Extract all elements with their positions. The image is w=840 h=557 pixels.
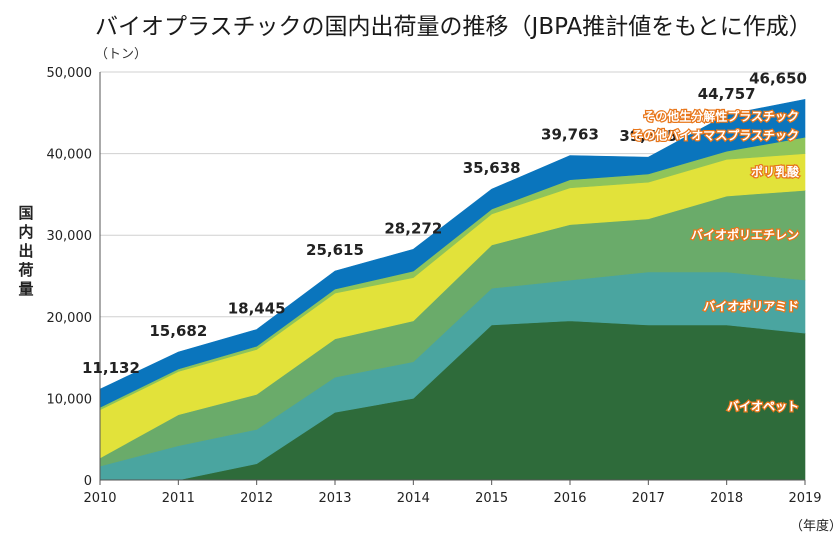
y-axis-label-char: 荷: [18, 261, 33, 279]
x-tick-label-4: 2014: [397, 491, 430, 506]
series-label-3: ポリ乳酸: [751, 164, 800, 179]
total-label-4: 28,272: [384, 219, 442, 237]
y-axis-label-char: 出: [18, 242, 33, 260]
total-label-3: 25,615: [306, 241, 364, 259]
x-tick-label-9: 2019: [788, 491, 821, 506]
axes: [99, 72, 805, 481]
total-label-5: 35,638: [463, 159, 521, 177]
y-tick-label-3: 30,000: [47, 229, 93, 244]
total-label-9: 46,650: [749, 69, 807, 87]
total-label-7: 39,565: [619, 127, 677, 145]
x-tick-label-2: 2012: [240, 491, 273, 506]
series-label-4: その他バイオマスプラスチック: [631, 127, 799, 142]
chart-title: バイオプラスチックの国内出荷量の推移（JBPA推計値をもとに作成）: [95, 14, 812, 40]
x-tick-label-6: 2016: [553, 491, 586, 506]
x-tick-label-5: 2015: [475, 491, 508, 506]
x-tick-label-3: 2013: [318, 491, 351, 506]
x-tick-label-0: 2010: [83, 491, 116, 506]
y-axis-label-char: 国: [18, 204, 33, 222]
x-tick-label-1: 2011: [162, 491, 195, 506]
total-label-6: 39,763: [541, 126, 599, 144]
y-axis-label-char: 量: [18, 280, 33, 298]
series-label-1: バイオポリアミド: [703, 299, 799, 314]
total-label-1: 15,682: [149, 322, 207, 340]
y-tick-label-0: 0: [84, 474, 92, 489]
unit-label: （トン）: [95, 47, 147, 62]
series-label-0: バイオペット: [727, 400, 799, 414]
total-label-2: 18,445: [228, 299, 286, 317]
y-axis-label: 国内出荷量: [18, 204, 33, 298]
area-series-5: [99, 98, 806, 408]
total-label-8: 44,757: [698, 85, 756, 103]
series-labels: バイオペット バイオポリアミド バイオポリエチレン ポリ乳酸 その他バイオマスプラスチッ…: [630, 107, 801, 415]
total-label-0: 11,132: [82, 359, 140, 377]
series-label-2: バイオポリエチレン: [691, 227, 799, 242]
x-tick-labels: 2010 2011 2012 2013 2014 2015 2016 2017 2018 2019: [83, 480, 822, 506]
x-tick-label-8: 2018: [710, 491, 743, 506]
y-tick-label-4: 40,000: [47, 148, 93, 163]
series-label-5: その他生分解性プラスチック: [643, 108, 799, 123]
y-tick-label-1: 10,000: [47, 392, 93, 407]
y-tick-labels: 0 10,000 20,000 30,000 40,000 50,000: [47, 66, 93, 489]
x-tick-label-7: 2017: [632, 491, 665, 506]
total-labels: 11,132 15,682 18,445 25,615 28,272 35,638 39,7…: [82, 69, 807, 377]
y-axis-label-char: 内: [18, 223, 33, 241]
y-tick-label-5: 50,000: [47, 66, 93, 81]
x-unit-label: （年度）: [790, 518, 840, 534]
y-tick-label-2: 20,000: [47, 311, 93, 326]
area-layer: [99, 98, 806, 481]
